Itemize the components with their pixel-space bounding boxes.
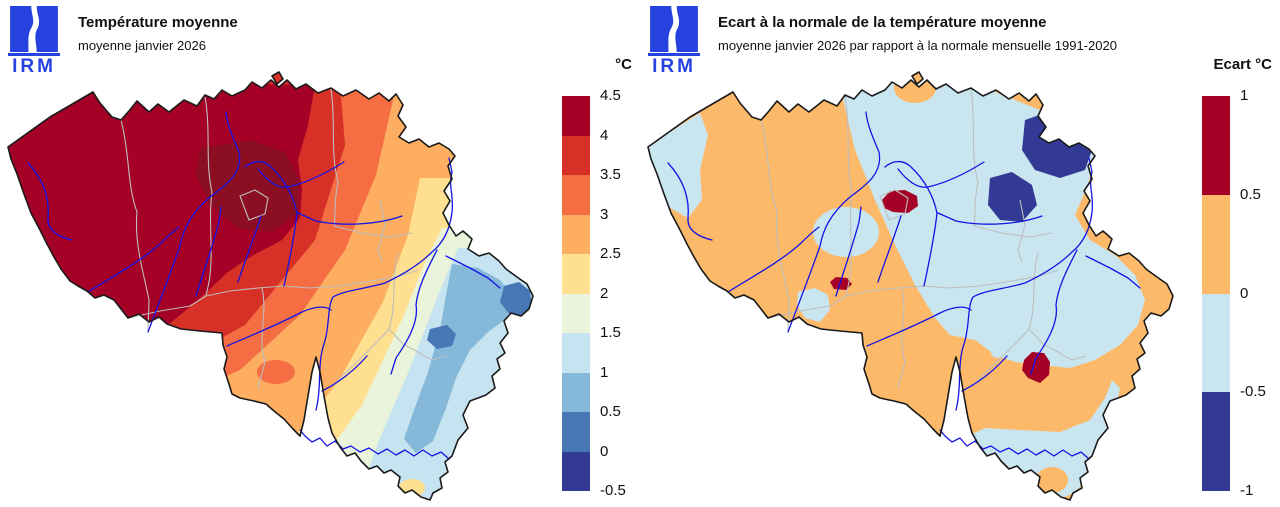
colorbar-tick-label: -1 bbox=[1240, 482, 1254, 499]
irm-logo-text: IRM bbox=[648, 53, 700, 77]
colorbar-tick-label: 0 bbox=[1240, 284, 1249, 302]
colorbar-tick-label: 0.5 bbox=[1240, 185, 1261, 203]
anomaly-colorbar-ticks: 1 0.5 0 -0.5 -1 bbox=[1240, 87, 1280, 499]
panel-temperature: IRM Température moyenne moyenne janvier … bbox=[8, 6, 632, 499]
colorbar-segment bbox=[562, 333, 590, 373]
colorbar-tick-label: 1 bbox=[600, 363, 609, 381]
colorbar-tick-label: 0 bbox=[600, 442, 609, 460]
colorbar-tick-label: 2 bbox=[600, 284, 609, 302]
colorbar-segment bbox=[1202, 96, 1230, 195]
irm-logo: IRM bbox=[8, 6, 64, 77]
panel-anomaly: IRM Ecart à la normale de la température… bbox=[640, 0, 1280, 507]
colorbar-tick-label: 3 bbox=[600, 205, 609, 223]
colorbar-segment bbox=[562, 293, 590, 333]
colorbar-segment bbox=[562, 175, 590, 215]
irm-logo-mark bbox=[10, 6, 58, 52]
colorbar-segment bbox=[1202, 194, 1230, 294]
colorbar-tick-label: 0.5 bbox=[600, 403, 621, 420]
temperature-colorbar bbox=[562, 96, 590, 491]
temperature-colorbar-ticks: 4.5 4 3.5 3 2.5 2 1.5 1 0.5 0 -0.5 bbox=[600, 87, 660, 499]
colorbar-tick-label: 3.5 bbox=[600, 166, 621, 183]
colorbar-segment bbox=[562, 135, 590, 175]
page-subtitle: moyenne janvier 2026 bbox=[78, 38, 206, 53]
colorbar-tick-label: -0.5 bbox=[1240, 383, 1266, 401]
colorbar-segment bbox=[1202, 293, 1230, 393]
colorbar-tick-label: 1 bbox=[1240, 87, 1249, 104]
colorbar-tick-label: 4.5 bbox=[600, 87, 621, 104]
colorbar-tick-label: 2.5 bbox=[600, 245, 621, 262]
colorbar-tick-label: 1.5 bbox=[600, 324, 621, 341]
colorbar-segment bbox=[1202, 392, 1230, 491]
colorbar-tick-label: 4 bbox=[600, 126, 609, 144]
page-title: Température moyenne bbox=[78, 14, 238, 31]
page-title: Ecart à la normale de la température moy… bbox=[718, 14, 1047, 31]
colorbar-segment bbox=[562, 412, 590, 452]
legend-title: Ecart °C bbox=[1213, 56, 1272, 73]
colorbar-tick-label: -0.5 bbox=[600, 482, 626, 499]
legend-title: °C bbox=[615, 56, 632, 73]
irm-logo-text: IRM bbox=[8, 53, 60, 77]
colorbar-segment bbox=[562, 96, 590, 136]
colorbar-segment bbox=[562, 372, 590, 412]
colorbar-segment bbox=[562, 214, 590, 254]
colorbar-segment bbox=[562, 254, 590, 294]
colorbar-segment bbox=[562, 451, 590, 491]
anomaly-colorbar bbox=[1202, 96, 1230, 491]
irm-logo: IRM bbox=[648, 6, 704, 77]
page-subtitle: moyenne janvier 2026 par rapport à la no… bbox=[718, 38, 1117, 53]
irm-logo-mark bbox=[650, 6, 698, 52]
